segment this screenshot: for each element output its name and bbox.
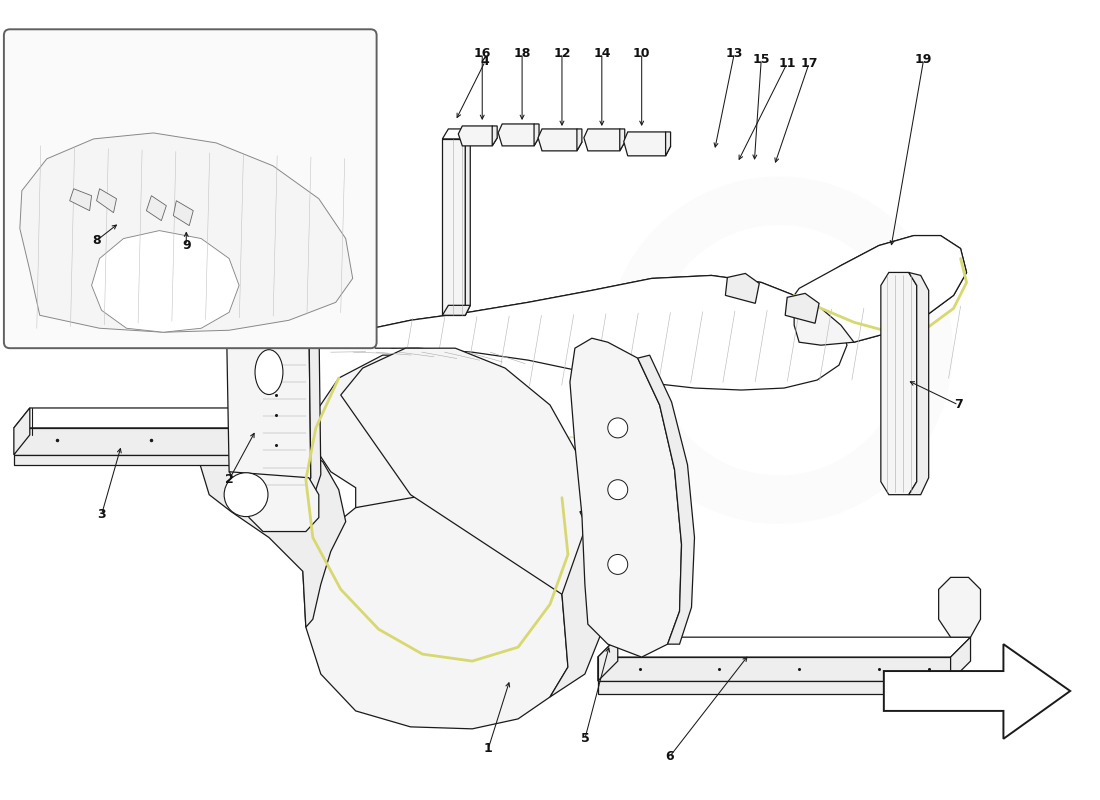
Text: 6: 6 — [666, 750, 674, 763]
Polygon shape — [301, 249, 321, 490]
Text: 2: 2 — [224, 474, 233, 486]
Polygon shape — [597, 637, 970, 657]
Polygon shape — [14, 428, 236, 455]
Polygon shape — [146, 196, 166, 221]
Text: a passion for: a passion for — [470, 376, 690, 523]
Text: 14: 14 — [593, 46, 611, 60]
Polygon shape — [91, 230, 239, 332]
Polygon shape — [492, 126, 497, 146]
Polygon shape — [794, 235, 967, 345]
Polygon shape — [597, 637, 618, 681]
Polygon shape — [938, 578, 980, 637]
Polygon shape — [459, 126, 497, 146]
Polygon shape — [666, 132, 671, 156]
Text: 15: 15 — [752, 53, 770, 66]
Polygon shape — [597, 657, 950, 681]
Circle shape — [224, 473, 268, 517]
Text: 19: 19 — [915, 53, 933, 66]
Polygon shape — [174, 201, 194, 226]
Polygon shape — [312, 355, 572, 634]
Text: 4: 4 — [481, 54, 490, 68]
Polygon shape — [881, 273, 916, 494]
Text: 10: 10 — [632, 46, 650, 60]
Polygon shape — [465, 129, 471, 315]
Text: 8: 8 — [92, 234, 101, 247]
Polygon shape — [442, 129, 471, 139]
Polygon shape — [341, 348, 592, 594]
Polygon shape — [883, 644, 1070, 739]
Polygon shape — [538, 129, 582, 151]
Polygon shape — [597, 681, 950, 694]
Ellipse shape — [255, 350, 283, 394]
Text: 3: 3 — [97, 508, 106, 521]
Polygon shape — [725, 274, 759, 303]
Polygon shape — [229, 472, 319, 531]
Polygon shape — [442, 306, 471, 315]
Polygon shape — [619, 129, 625, 151]
Circle shape — [608, 480, 628, 500]
Polygon shape — [909, 273, 928, 494]
Text: 12: 12 — [553, 46, 571, 60]
FancyBboxPatch shape — [4, 30, 376, 348]
Text: 17: 17 — [801, 57, 817, 70]
Polygon shape — [638, 355, 694, 644]
Circle shape — [608, 554, 628, 574]
Polygon shape — [535, 124, 539, 146]
Polygon shape — [97, 189, 117, 213]
Text: 7: 7 — [954, 398, 962, 411]
Polygon shape — [359, 275, 847, 390]
Text: 16: 16 — [473, 46, 491, 60]
Polygon shape — [576, 129, 582, 151]
Polygon shape — [302, 492, 568, 729]
Polygon shape — [14, 408, 251, 428]
Polygon shape — [550, 510, 605, 697]
Polygon shape — [624, 132, 671, 156]
Polygon shape — [14, 408, 30, 455]
Polygon shape — [199, 428, 345, 627]
Text: 9: 9 — [182, 239, 190, 252]
Polygon shape — [584, 129, 625, 151]
Text: 1: 1 — [484, 742, 493, 755]
Polygon shape — [14, 455, 236, 465]
Polygon shape — [359, 275, 794, 348]
Polygon shape — [69, 189, 91, 210]
Polygon shape — [950, 637, 970, 681]
Polygon shape — [498, 124, 539, 146]
Text: 11: 11 — [779, 57, 796, 70]
Text: driving: driving — [554, 462, 684, 557]
Polygon shape — [227, 206, 311, 490]
Polygon shape — [442, 139, 465, 315]
Polygon shape — [794, 235, 967, 342]
Text: 5: 5 — [581, 732, 590, 746]
Polygon shape — [570, 338, 682, 657]
Text: 18: 18 — [514, 46, 531, 60]
Polygon shape — [236, 408, 251, 455]
Polygon shape — [289, 170, 359, 249]
Polygon shape — [785, 294, 820, 323]
Circle shape — [608, 418, 628, 438]
Polygon shape — [20, 133, 353, 332]
Text: 13: 13 — [726, 46, 742, 60]
